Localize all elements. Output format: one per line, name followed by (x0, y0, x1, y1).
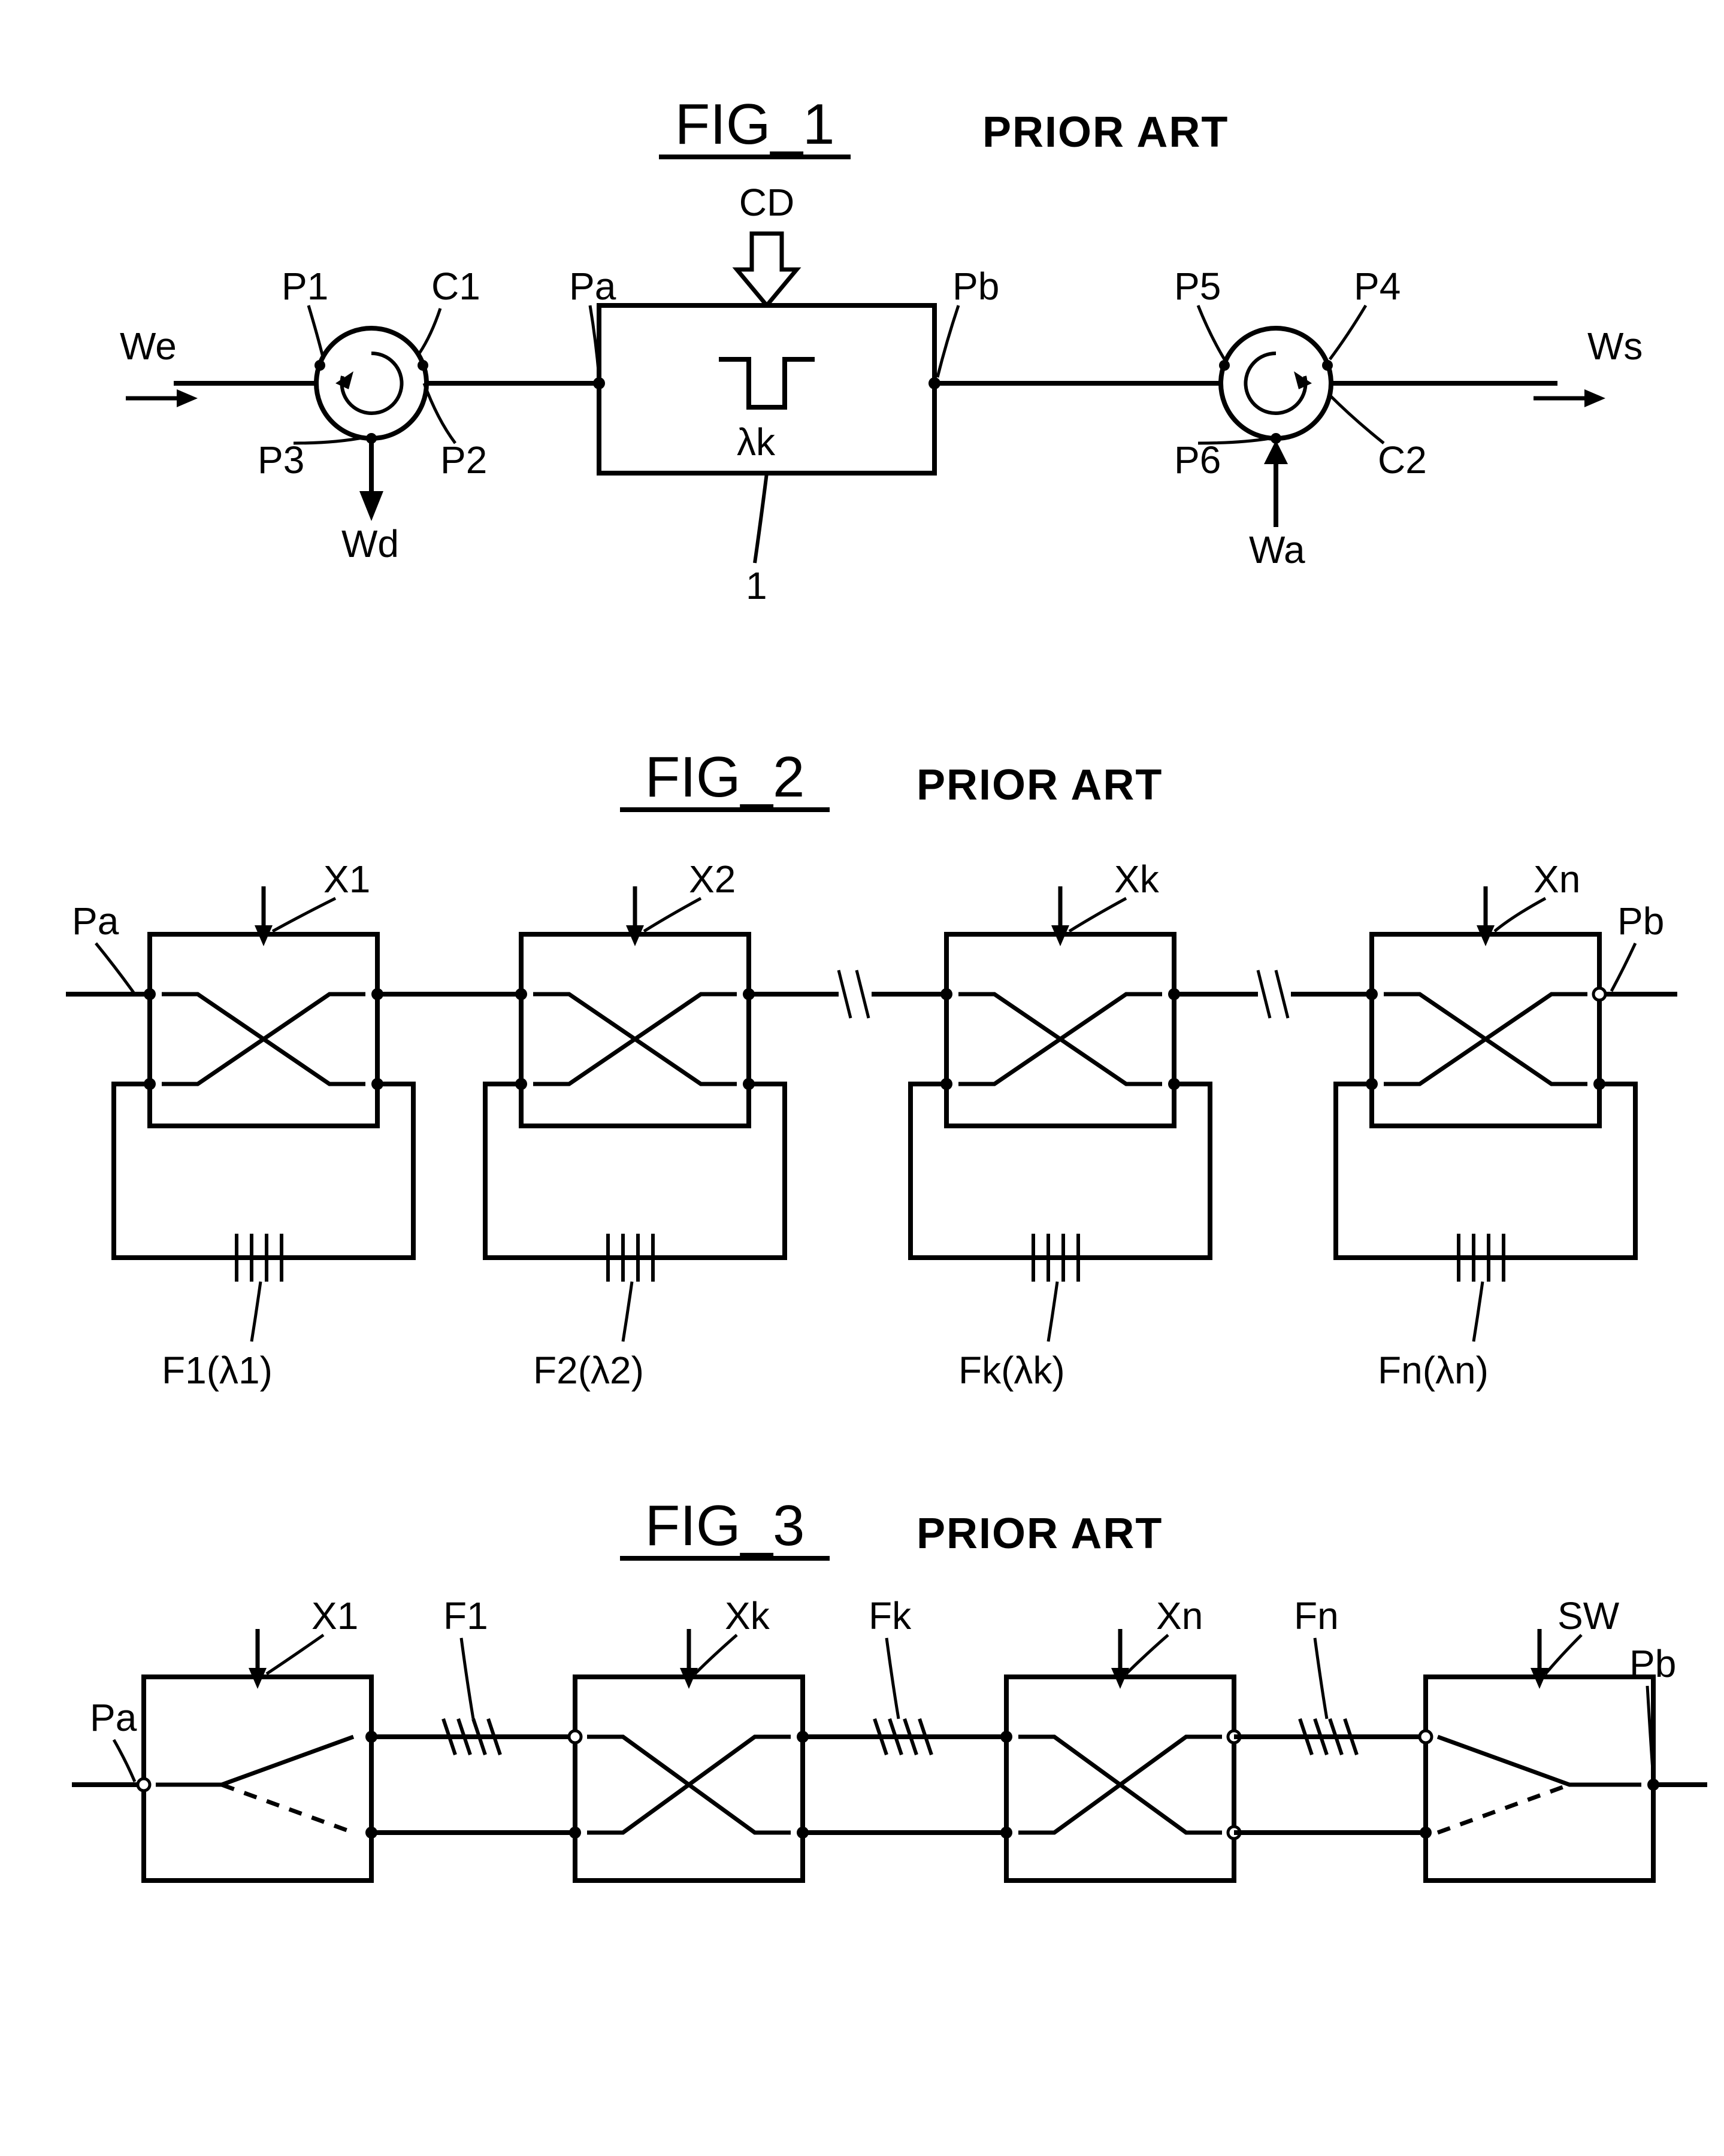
fig1-cd-label: CD (739, 181, 794, 224)
fig3-box-sw (1420, 1629, 1659, 1881)
fig1-p4: P4 (1354, 265, 1401, 308)
fig2-xk: Xk (1114, 858, 1160, 901)
fig1-circulator-c1 (314, 328, 428, 444)
fig3-sw: SW (1557, 1594, 1620, 1637)
figure-3: FIG_3 PRIOR ART Pa X1 F1 (72, 1494, 1707, 1881)
fig1-circulator-c2 (1219, 328, 1333, 444)
fig2-prior: PRIOR ART (917, 761, 1163, 809)
fig1-p5: P5 (1174, 265, 1221, 308)
figure-1: FIG_1 PRIOR ART CD We Ws P1 C1 P2 P3 Wd (120, 92, 1643, 607)
fig1-c2: C2 (1378, 438, 1427, 482)
fig2-xn: Xn (1534, 858, 1580, 901)
fig2-x2: X2 (689, 858, 736, 901)
fig1-ws: Ws (1587, 325, 1643, 368)
fig2-fn: Fn(λn) (1378, 1349, 1489, 1392)
fig1-p1: P1 (282, 265, 328, 308)
fig2-x1: X1 (323, 858, 370, 901)
fig3-f1: F1 (443, 1594, 488, 1637)
fig1-wa: Wa (1249, 528, 1305, 571)
fig1-title: FIG_1 (675, 92, 835, 156)
diagram-root: FIG_1 PRIOR ART CD We Ws P1 C1 P2 P3 Wd (0, 0, 1724, 2156)
fig3-prior: PRIOR ART (917, 1510, 1163, 1558)
fig3-x1: X1 (311, 1594, 358, 1637)
fig3-box-xk (569, 1629, 809, 1881)
fig1-prior: PRIOR ART (982, 108, 1229, 156)
fig2-pa: Pa (72, 900, 119, 943)
fig2-title: FIG_2 (645, 745, 805, 809)
fig3-xn: Xn (1156, 1594, 1203, 1637)
fig3-fn: Fn (1294, 1594, 1339, 1637)
fig2-unit-xn (1336, 886, 1635, 1342)
fig1-p2: P2 (440, 438, 487, 482)
fig3-pa: Pa (90, 1696, 137, 1739)
fig2-fk: Fk(λk) (958, 1349, 1065, 1392)
fig1-we: We (120, 325, 177, 368)
fig1-one: 1 (746, 564, 767, 607)
fig1-pb: Pb (952, 265, 999, 308)
fig1-p6: P6 (1174, 438, 1221, 482)
fig2-unit-x2 (485, 886, 785, 1342)
fig2-pb: Pb (1617, 900, 1664, 943)
fig3-box-xn (1000, 1629, 1240, 1881)
fig3-title: FIG_3 (645, 1494, 805, 1558)
fig3-box-x1 (138, 1629, 377, 1881)
figure-2: FIG_2 PRIOR ART Pa Pb X1 F1(λ1) (66, 745, 1677, 1392)
fig1-c1: C1 (431, 265, 480, 308)
fig1-wd: Wd (341, 522, 399, 565)
fig2-f2: F2(λ2) (533, 1349, 644, 1392)
fig3-pb: Pb (1629, 1642, 1676, 1685)
fig1-p3: P3 (258, 438, 304, 482)
fig2-f1: F1(λ1) (162, 1349, 273, 1392)
fig1-lambda: λk (737, 420, 776, 464)
fig2-unit-xk (911, 886, 1210, 1342)
fig3-xk: Xk (725, 1594, 770, 1637)
fig2-unit-x1 (114, 886, 413, 1342)
fig3-fk: Fk (869, 1594, 912, 1637)
fig1-pa: Pa (569, 265, 616, 308)
